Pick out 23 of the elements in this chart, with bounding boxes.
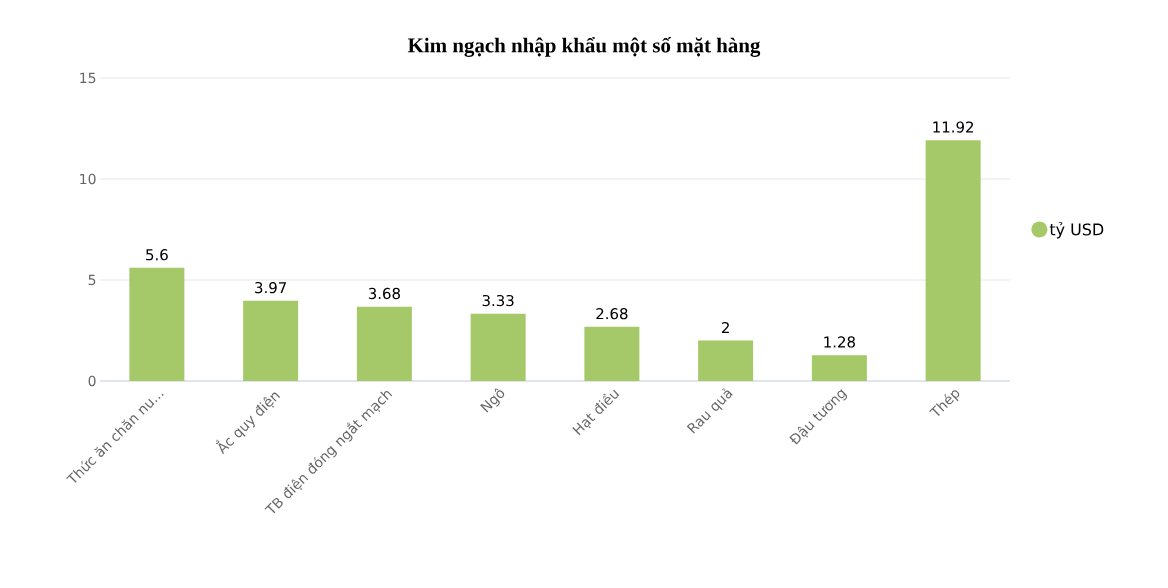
y-tick-label: 0 — [88, 375, 96, 387]
data-label: 1.28 — [824, 336, 855, 348]
x-tick-label: Rau quả — [686, 388, 733, 434]
bar — [470, 313, 526, 381]
y-tick-label: 15 — [80, 72, 96, 84]
bar — [243, 300, 299, 381]
bar — [811, 355, 867, 381]
bar — [698, 340, 754, 381]
bar — [129, 267, 185, 381]
data-label: 2 — [721, 321, 729, 334]
y-tick-label: 5 — [88, 274, 96, 286]
data-label: 5.6 — [146, 249, 168, 261]
data-label: 3.33 — [482, 294, 514, 307]
bar — [584, 326, 640, 381]
legend-label: tỷ USD — [1049, 222, 1104, 239]
data-label: 2.68 — [596, 308, 628, 320]
data-label: 3.68 — [368, 287, 400, 300]
y-tick-label: 10 — [80, 173, 96, 185]
chart-title: Kim ngạch nhập khẩu một số mặt hàng — [407, 37, 761, 57]
bar — [356, 306, 412, 381]
bar — [925, 140, 981, 381]
data-label: 3.97 — [255, 281, 286, 294]
data-label: 11.92 — [933, 121, 974, 133]
